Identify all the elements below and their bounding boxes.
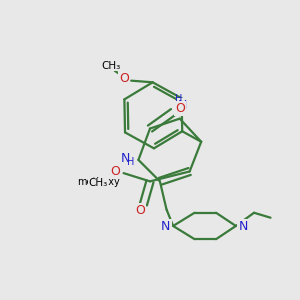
Text: N: N xyxy=(178,99,187,112)
Text: H: H xyxy=(176,94,183,104)
Text: O: O xyxy=(110,165,120,178)
Text: CH₃: CH₃ xyxy=(102,61,121,71)
Text: O: O xyxy=(135,204,145,217)
Text: O: O xyxy=(119,71,129,85)
Text: N: N xyxy=(161,220,170,233)
Text: N: N xyxy=(238,220,248,233)
Text: methoxy: methoxy xyxy=(77,177,120,188)
Text: O: O xyxy=(176,102,185,115)
Text: H: H xyxy=(128,157,135,166)
Text: CH₃: CH₃ xyxy=(88,178,107,188)
Text: N: N xyxy=(121,152,130,165)
